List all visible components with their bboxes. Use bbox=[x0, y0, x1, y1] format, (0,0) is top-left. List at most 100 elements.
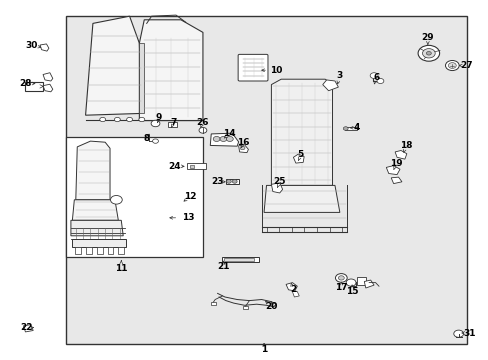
Text: 19: 19 bbox=[389, 159, 402, 168]
Circle shape bbox=[343, 127, 347, 130]
Circle shape bbox=[232, 180, 237, 183]
Bar bbox=[189, 165, 193, 168]
Circle shape bbox=[100, 117, 105, 122]
Polygon shape bbox=[271, 183, 282, 193]
Polygon shape bbox=[72, 200, 118, 220]
Circle shape bbox=[445, 60, 458, 71]
Polygon shape bbox=[390, 177, 401, 184]
Bar bbox=[226, 179, 238, 184]
Text: 1: 1 bbox=[261, 346, 266, 354]
Text: 23: 23 bbox=[211, 177, 224, 186]
Polygon shape bbox=[210, 133, 238, 146]
Polygon shape bbox=[72, 239, 126, 247]
Polygon shape bbox=[386, 166, 399, 175]
Text: 16: 16 bbox=[237, 138, 249, 147]
Text: 17: 17 bbox=[334, 284, 347, 292]
Circle shape bbox=[240, 146, 244, 150]
Polygon shape bbox=[85, 16, 142, 115]
Text: 28: 28 bbox=[20, 79, 32, 88]
Polygon shape bbox=[139, 43, 144, 113]
Polygon shape bbox=[322, 80, 338, 91]
Text: 3: 3 bbox=[336, 71, 342, 80]
Polygon shape bbox=[23, 325, 33, 332]
Polygon shape bbox=[76, 141, 110, 200]
Polygon shape bbox=[71, 220, 123, 236]
Bar bbox=[25, 82, 42, 91]
Text: 9: 9 bbox=[155, 112, 162, 122]
Circle shape bbox=[220, 136, 226, 141]
Circle shape bbox=[335, 274, 346, 282]
Text: 7: 7 bbox=[170, 118, 177, 127]
Polygon shape bbox=[271, 79, 332, 185]
Polygon shape bbox=[238, 145, 248, 153]
Bar bbox=[211, 302, 216, 305]
Circle shape bbox=[126, 117, 132, 122]
Text: 12: 12 bbox=[184, 192, 197, 201]
Bar bbox=[167, 122, 176, 127]
Text: 6: 6 bbox=[373, 73, 379, 82]
Text: 11: 11 bbox=[115, 264, 127, 273]
Circle shape bbox=[369, 73, 377, 78]
Circle shape bbox=[426, 51, 430, 55]
Polygon shape bbox=[364, 280, 373, 288]
Text: 15: 15 bbox=[345, 287, 358, 296]
Text: 27: 27 bbox=[460, 61, 472, 70]
Text: 2: 2 bbox=[290, 285, 296, 294]
Polygon shape bbox=[394, 150, 406, 159]
Circle shape bbox=[213, 136, 220, 141]
Polygon shape bbox=[264, 185, 339, 212]
Text: 4: 4 bbox=[353, 123, 360, 132]
Polygon shape bbox=[285, 283, 297, 291]
Text: 29: 29 bbox=[421, 33, 433, 42]
Circle shape bbox=[199, 127, 206, 133]
Text: 31: 31 bbox=[462, 328, 475, 338]
Bar bbox=[107, 247, 113, 254]
Bar bbox=[243, 306, 247, 309]
Text: 13: 13 bbox=[182, 213, 194, 222]
Circle shape bbox=[114, 117, 120, 122]
Polygon shape bbox=[43, 84, 53, 92]
Text: 20: 20 bbox=[264, 302, 277, 311]
Circle shape bbox=[152, 139, 158, 143]
Bar bbox=[66, 137, 203, 257]
Polygon shape bbox=[139, 20, 203, 121]
Polygon shape bbox=[43, 73, 53, 81]
Bar bbox=[224, 258, 253, 261]
Polygon shape bbox=[292, 292, 299, 297]
Text: 24: 24 bbox=[168, 162, 181, 171]
Text: 26: 26 bbox=[196, 118, 209, 127]
Polygon shape bbox=[293, 154, 304, 163]
FancyBboxPatch shape bbox=[238, 54, 267, 81]
Circle shape bbox=[151, 120, 160, 127]
Circle shape bbox=[422, 49, 434, 58]
Circle shape bbox=[226, 136, 233, 141]
Text: 14: 14 bbox=[222, 129, 235, 138]
Bar bbox=[118, 247, 124, 254]
Text: 30: 30 bbox=[25, 41, 38, 50]
Circle shape bbox=[110, 195, 122, 204]
Text: 22: 22 bbox=[20, 323, 33, 332]
Bar bbox=[344, 127, 356, 130]
Bar bbox=[222, 257, 259, 262]
Text: 25: 25 bbox=[273, 177, 285, 186]
Circle shape bbox=[376, 78, 383, 84]
Bar bbox=[97, 247, 102, 254]
Bar bbox=[356, 277, 365, 285]
Circle shape bbox=[226, 180, 231, 183]
Text: 10: 10 bbox=[269, 66, 282, 75]
Polygon shape bbox=[40, 44, 49, 51]
Bar bbox=[187, 163, 205, 169]
Bar bbox=[66, 16, 466, 344]
Text: 21: 21 bbox=[217, 262, 229, 271]
Text: 18: 18 bbox=[399, 141, 411, 150]
Circle shape bbox=[447, 63, 455, 68]
Bar bbox=[75, 247, 81, 254]
Circle shape bbox=[338, 276, 344, 280]
Bar bbox=[86, 247, 92, 254]
Circle shape bbox=[417, 45, 439, 61]
Circle shape bbox=[346, 279, 355, 286]
Text: 8: 8 bbox=[143, 134, 149, 143]
Text: 5: 5 bbox=[297, 150, 303, 159]
Circle shape bbox=[139, 117, 144, 122]
Circle shape bbox=[453, 330, 463, 337]
